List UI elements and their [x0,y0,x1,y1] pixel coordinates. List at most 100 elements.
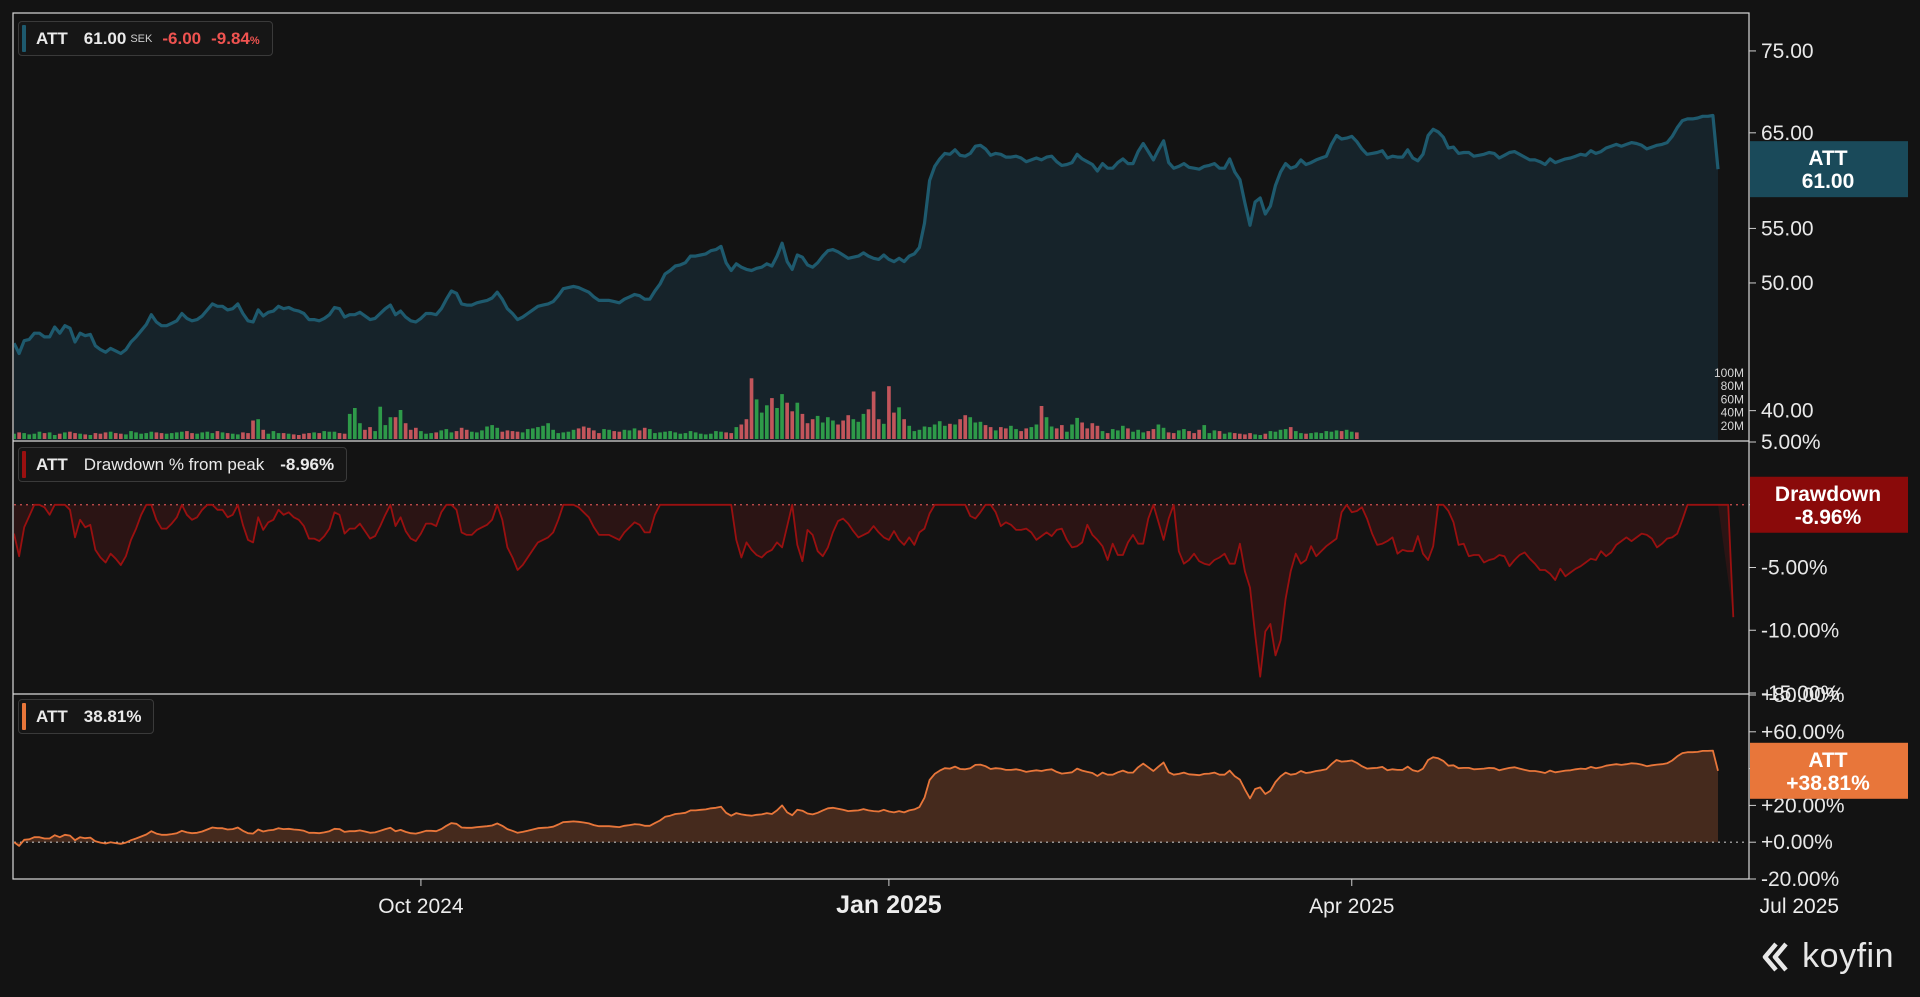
volume-bar [1100,431,1105,439]
price-legend-swatch [22,25,26,52]
volume-bar [266,433,271,439]
volume-bar [230,433,235,439]
volume-bar [826,417,830,439]
volume-bar [1288,427,1293,439]
volume-bar [98,433,103,439]
price-legend[interactable]: ATT 61.00 SEK -6.00 -9.84% [18,21,273,56]
volume-tick-label: 60M [1721,392,1744,406]
volume-bar [846,415,851,439]
volume-bar [607,429,611,439]
volume-bar [363,429,367,439]
volume-bar [922,426,927,439]
volume-bar [587,427,591,439]
volume-bar [1004,428,1008,439]
volume-bar [42,433,47,439]
return-tick-label: +20.00% [1761,794,1845,817]
volume-bar [129,431,133,439]
volume-bar [1121,425,1125,439]
volume-bars[interactable] [12,378,1359,439]
drawdown-badge-line2: -8.96% [1795,506,1862,529]
volume-bar [1355,432,1359,439]
drawdown-legend[interactable]: ATT Drawdown % from peak -8.96% [18,447,348,482]
return-legend-value: 38.81% [83,706,142,726]
volume-bar [1090,423,1095,439]
volume-bar [658,432,662,439]
volume-bar [1212,430,1217,439]
volume-bar [765,405,769,439]
volume-bar [495,427,500,439]
volume-bar [134,432,138,439]
volume-bar [1171,433,1176,439]
return-badge [1750,742,1908,799]
volume-tick-label: 100M [1714,366,1744,380]
volume-bar [475,432,479,439]
volume-bar [693,432,698,439]
volume-bar [1268,431,1273,439]
volume-bar [307,433,311,439]
volume-bar [1222,433,1227,439]
volume-bar [566,431,571,439]
volume-bar [729,433,734,439]
price-panel[interactable] [14,113,1720,441]
volume-bar [1014,429,1018,439]
volume-bar [37,431,42,439]
volume-bar [261,429,266,439]
volume-bar [592,430,596,439]
volume-bar [719,431,723,439]
volume-bar [1278,429,1283,439]
volume-bar [373,431,377,439]
volume-bar [1258,435,1263,439]
volume-bar [663,431,667,439]
volume-bar [403,423,408,439]
volume-bar [597,433,601,439]
return-panel[interactable] [14,749,1749,847]
volume-tick-label: 80M [1721,379,1744,393]
volume-bar [449,432,454,439]
volume-bar [668,431,672,439]
volume-bar [617,431,622,439]
volume-bar [795,402,800,439]
volume-bar [785,402,789,439]
volume-bar [52,435,57,439]
volume-bar [327,431,332,439]
volume-bar [124,434,128,439]
drawdown-panel[interactable] [14,503,1749,678]
volume-bar [581,426,586,439]
volume-bar [688,431,693,439]
drawdown-badge-line1: Drawdown [1775,483,1881,506]
volume-bar [1034,424,1039,439]
volume-bar [490,425,494,439]
volume-bar [1095,425,1100,439]
volume-bar [215,431,220,439]
volume-bar [510,431,515,439]
volume-bar [236,434,240,439]
return-legend[interactable]: ATT 38.81% [18,699,155,734]
volume-bar [317,433,322,439]
volume-bar [1329,431,1334,439]
volume-bar [73,433,77,439]
return-badge-line2: +38.81% [1786,772,1870,795]
volume-bar [291,434,296,439]
volume-bar [500,431,505,439]
volume-bar [149,431,154,439]
volume-bar [1324,431,1329,439]
panel-frames [12,12,1750,880]
volume-bar [154,432,159,439]
volume-bar [993,430,998,439]
volume-bar [1131,431,1135,439]
volume-bar [1105,433,1110,439]
drawdown-area [14,504,1734,677]
volume-bar [953,424,957,439]
drawdown-badge [1750,476,1908,533]
volume-bar [892,412,896,439]
volume-bar [1299,433,1303,439]
volume-bar [851,419,856,439]
price-legend-last: 61.00 [83,28,127,48]
return-legend-ticker: ATT [36,706,68,726]
volume-bar [302,433,306,439]
volume-bar [536,427,540,439]
volume-bar [861,413,866,439]
volume-bar [1136,429,1140,439]
